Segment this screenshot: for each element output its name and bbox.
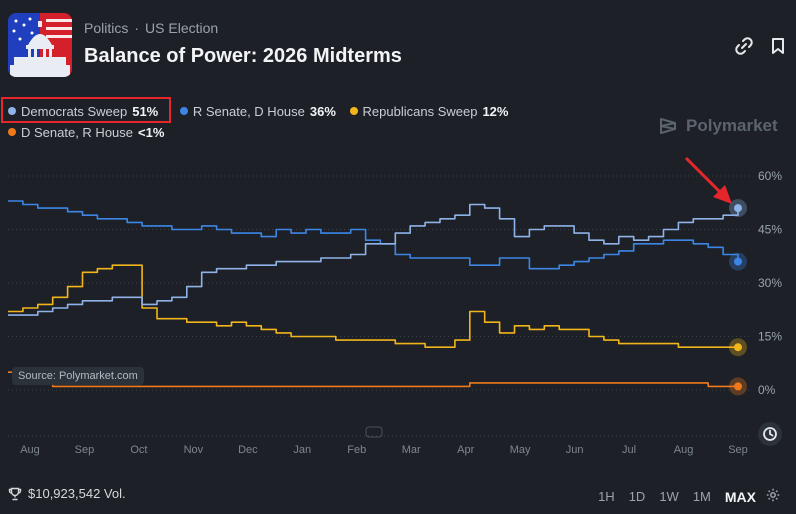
x-tick-label: Jul bbox=[622, 444, 636, 456]
x-tick-label: Oct bbox=[130, 444, 147, 456]
clock-icon[interactable] bbox=[758, 422, 782, 446]
x-tick-label: Sep bbox=[728, 444, 748, 456]
trophy-icon bbox=[8, 487, 22, 500]
legend-item-d-senate-r-house[interactable]: D Senate, R House <1% bbox=[8, 125, 164, 140]
y-tick-label: 0% bbox=[758, 383, 776, 397]
polymarket-logo-icon bbox=[660, 118, 676, 134]
x-tick-label: Nov bbox=[184, 444, 204, 456]
y-tick-label: 45% bbox=[758, 223, 782, 237]
page-title: Balance of Power: 2026 Midterms bbox=[84, 45, 402, 67]
legend-item-democrats-sweep[interactable]: Democrats Sweep 51% bbox=[8, 104, 158, 119]
x-tick-label: Jan bbox=[293, 444, 311, 456]
legend-dot-icon bbox=[8, 107, 16, 115]
legend-dot-icon bbox=[349, 107, 358, 115]
range-1w[interactable]: 1W bbox=[659, 489, 679, 504]
x-tick-label: Aug bbox=[674, 444, 694, 456]
volume-value: $10,923,542 Vol. bbox=[28, 486, 126, 501]
x-tick-label: May bbox=[510, 444, 531, 456]
legend-row-2: D Senate, R House <1% bbox=[8, 124, 174, 140]
breadcrumb: Politics · US Election bbox=[84, 20, 219, 36]
link-icon[interactable] bbox=[734, 36, 754, 56]
y-tick-label: 15% bbox=[758, 330, 782, 344]
red-arrow-icon bbox=[684, 156, 724, 196]
x-tick-label: Feb bbox=[347, 444, 366, 456]
series-end-point bbox=[734, 382, 742, 391]
breadcrumb-politics[interactable]: Politics bbox=[84, 20, 129, 36]
series-end-point bbox=[734, 257, 742, 266]
legend-item-republicans-sweep[interactable]: Republicans Sweep 12% bbox=[349, 104, 508, 119]
highlight-box bbox=[1, 97, 171, 123]
scrub-handle bbox=[365, 426, 383, 438]
y-tick-label: 30% bbox=[758, 276, 782, 290]
source-label: Source: Polymarket.com bbox=[12, 367, 144, 385]
red-arrow-head-icon bbox=[713, 185, 732, 204]
price-chart[interactable]: 60% 45% 30% 15% 0% Aug Sep Oct Nov Dec Jan Feb Mar Ap… bbox=[0, 0, 796, 470]
breadcrumb-us-election[interactable]: US Election bbox=[145, 20, 219, 36]
range-1m[interactable]: 1M bbox=[692, 489, 711, 504]
x-tick-label: Mar bbox=[402, 444, 421, 456]
legend-dot-icon bbox=[8, 128, 16, 136]
legend-dot-icon bbox=[179, 107, 188, 115]
x-tick-label: Dec bbox=[238, 444, 258, 456]
legend-row-1: Democrats Sweep 51% R Senate, D House 36% … bbox=[8, 103, 518, 119]
series-line bbox=[8, 203, 739, 316]
x-tick-label: Jun bbox=[566, 444, 584, 456]
polymarket-watermark: Polymarket bbox=[658, 116, 778, 136]
settings-gear-icon[interactable] bbox=[766, 488, 780, 505]
y-tick-label: 60% bbox=[758, 169, 782, 183]
series-end-point bbox=[734, 343, 742, 352]
bookmark-icon[interactable] bbox=[768, 36, 788, 56]
range-1h[interactable]: 1H bbox=[598, 489, 615, 504]
volume-info: $10,923,542 Vol. bbox=[8, 486, 126, 501]
range-max[interactable]: MAX bbox=[724, 488, 756, 505]
series-line bbox=[8, 264, 738, 348]
series-line bbox=[8, 200, 739, 270]
range-1d[interactable]: 1D bbox=[628, 489, 646, 504]
series-end-point bbox=[734, 204, 742, 213]
x-tick-label: Sep bbox=[75, 444, 95, 456]
x-tick-label: Apr bbox=[457, 444, 474, 456]
time-range-selector: 1H 1D 1W 1M MAX bbox=[584, 488, 780, 505]
series-line bbox=[8, 371, 738, 388]
capitol-flag-thumbnail bbox=[8, 13, 72, 77]
x-tick-label: Aug bbox=[20, 444, 40, 456]
legend-item-r-senate-d-house[interactable]: R Senate, D House 36% bbox=[179, 104, 336, 119]
